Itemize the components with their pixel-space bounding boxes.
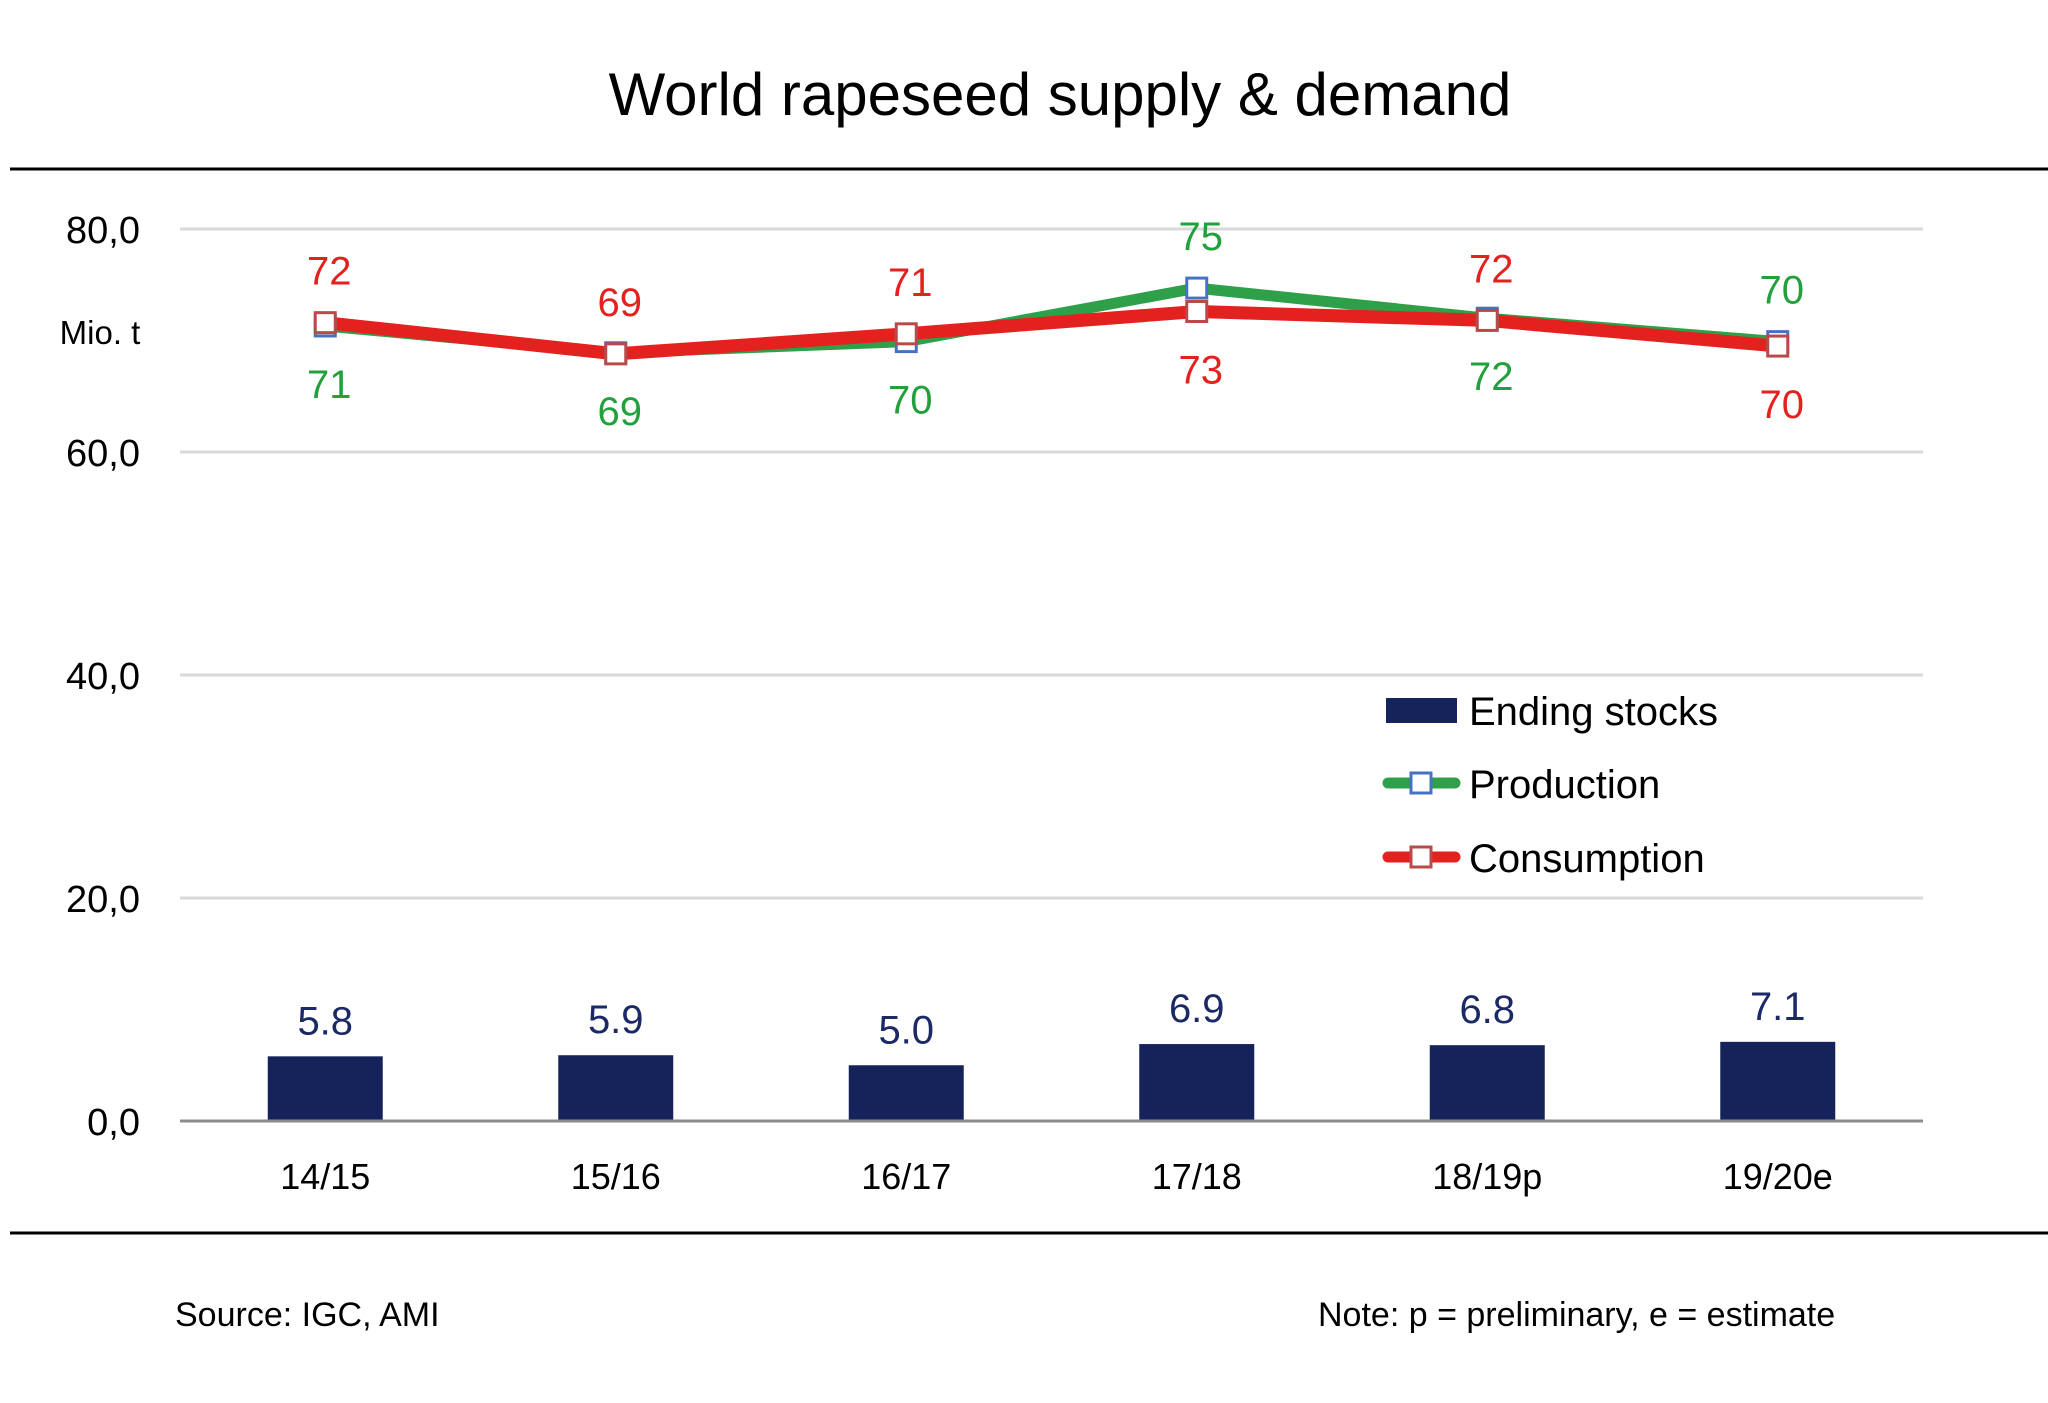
bar-ending-stocks: [267, 1056, 383, 1121]
y-tick-label: 60,0: [66, 433, 140, 475]
bar-data-label: 7.1: [1750, 985, 1806, 1029]
x-tick-label: 16/17: [861, 1156, 951, 1197]
data-label-production: 71: [307, 363, 352, 407]
legend: Ending stocks Production Consumption: [1382, 690, 1718, 881]
line-data-labels: 71 69 70 75 72 70 72 69 71 73 72 70: [307, 215, 1804, 434]
legend-label-consumption: Consumption: [1469, 837, 1705, 881]
marker-consumption: [894, 322, 918, 346]
bar-ending-stocks: [1429, 1045, 1545, 1121]
x-tick-label: 19/20e: [1723, 1156, 1833, 1197]
x-tick-label: 18/19p: [1432, 1156, 1542, 1197]
bar-ending-stocks: [558, 1055, 674, 1121]
y-tick-label: 40,0: [66, 656, 140, 698]
marker-consumption: [313, 311, 337, 335]
data-label-production: 69: [598, 390, 643, 434]
bar-data-label: 6.8: [1459, 988, 1515, 1032]
chart-title: World rapeseed supply & demand: [609, 61, 1512, 128]
marker-production: [1185, 276, 1209, 300]
bar-data-label: 5.9: [588, 998, 644, 1042]
legend-swatch-ending-stocks: [1386, 698, 1457, 723]
y-axis-ticks: 0,0 20,0 40,0 60,0 80,0: [66, 210, 140, 1144]
line-consumption: [324, 305, 1779, 361]
y-tick-label: 20,0: [66, 879, 140, 921]
bar-ending-stocks: [1720, 1041, 1836, 1121]
bar-data-label: 5.0: [878, 1008, 934, 1052]
data-label-consumption: 72: [307, 250, 352, 294]
gridlines: [180, 227, 1923, 900]
bar-data-labels: 5.8 5.9 5.0 6.9 6.8 7.1: [297, 985, 1805, 1052]
y-tick-label: 80,0: [66, 210, 140, 252]
data-label-consumption: 70: [1760, 383, 1805, 427]
source-note: Source: IGC, AMI: [175, 1296, 440, 1334]
data-label-production: 75: [1179, 215, 1224, 259]
marker-consumption: [1185, 300, 1209, 324]
footnote: Note: p = preliminary, e = estimate: [1318, 1296, 1835, 1334]
x-tick-label: 17/18: [1152, 1156, 1242, 1197]
line-series: [324, 282, 1779, 361]
bar-data-label: 5.8: [297, 999, 353, 1043]
legend-label-production: Production: [1469, 763, 1660, 807]
y-axis-unit-label: Mio. t: [60, 314, 141, 351]
data-label-consumption: 73: [1179, 349, 1224, 393]
data-label-consumption: 69: [598, 281, 643, 325]
data-label-consumption: 71: [888, 261, 933, 305]
bar-data-label: 6.9: [1169, 987, 1225, 1031]
bar-series-ending-stocks: [267, 1041, 1836, 1121]
bar-ending-stocks: [1139, 1044, 1255, 1121]
legend-swatch-production-marker: [1409, 771, 1433, 795]
x-axis-ticks: 14/15 15/16 16/17 17/18 18/19p 19/20e: [280, 1156, 1833, 1197]
x-tick-label: 14/15: [280, 1156, 370, 1197]
marker-consumption: [604, 342, 628, 366]
line-markers: [313, 276, 1790, 366]
marker-consumption: [1766, 334, 1790, 358]
marker-consumption: [1475, 308, 1499, 332]
legend-swatch-consumption-marker: [1409, 845, 1433, 869]
y-tick-label: 0,0: [87, 1102, 140, 1144]
data-label-production: 70: [888, 379, 933, 423]
bar-ending-stocks: [848, 1065, 964, 1121]
data-label-production: 72: [1469, 355, 1514, 399]
legend-label-ending-stocks: Ending stocks: [1469, 690, 1718, 734]
data-label-production: 70: [1760, 269, 1805, 313]
data-label-consumption: 72: [1469, 247, 1514, 291]
x-tick-label: 15/16: [571, 1156, 661, 1197]
